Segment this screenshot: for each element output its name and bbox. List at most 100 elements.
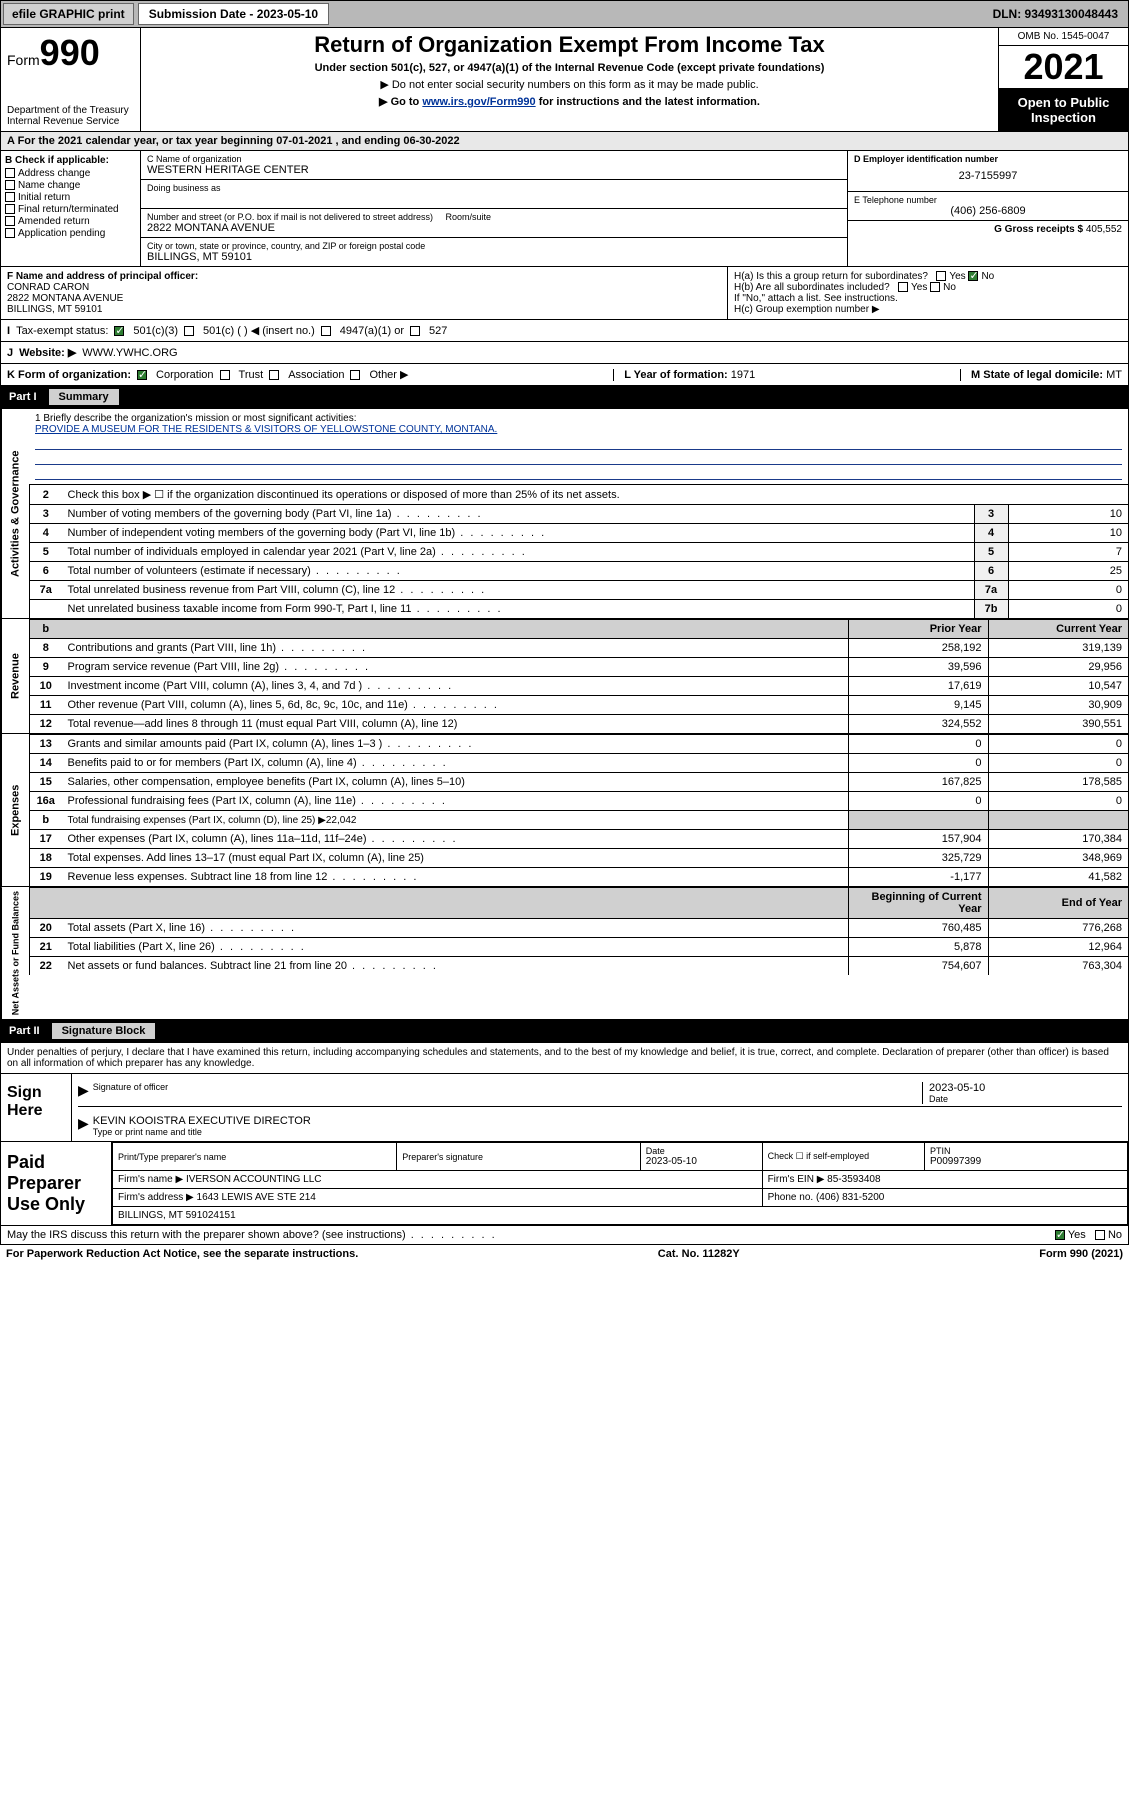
prep-self-employed: Check ☐ if self-employed bbox=[768, 1151, 919, 1162]
table-row: 19Revenue less expenses. Subtract line 1… bbox=[30, 868, 1129, 887]
h-b: H(b) Are all subordinates included? Yes … bbox=[734, 282, 1122, 293]
table-row: 11Other revenue (Part VIII, column (A), … bbox=[30, 696, 1129, 715]
k-label: K Form of organization: bbox=[7, 369, 131, 381]
j-value: WWW.YWHC.ORG bbox=[82, 347, 177, 359]
paid-preparer-block: Paid Preparer Use Only Print/Type prepar… bbox=[0, 1142, 1129, 1226]
d-ein-cell: D Employer identification number 23-7155… bbox=[848, 151, 1128, 192]
i-501c3-check[interactable] bbox=[114, 326, 124, 336]
k-o2: Trust bbox=[239, 369, 264, 381]
dept-label: Department of the Treasury bbox=[7, 105, 134, 116]
omb-number: OMB No. 1545-0047 bbox=[999, 28, 1128, 46]
table-row: 15Salaries, other compensation, employee… bbox=[30, 773, 1129, 792]
prep-date-label: Date bbox=[646, 1146, 757, 1156]
c-room-label: Room/suite bbox=[445, 212, 491, 222]
table-row: 18Total expenses. Add lines 13–17 (must … bbox=[30, 849, 1129, 868]
f-addr1: 2822 MONTANA AVENUE bbox=[7, 293, 721, 304]
b-opt-initial[interactable]: Initial return bbox=[5, 192, 136, 203]
f-addr2: BILLINGS, MT 59101 bbox=[7, 304, 721, 315]
d-label: D Employer identification number bbox=[854, 154, 1122, 164]
header-mid: Return of Organization Exempt From Incom… bbox=[141, 28, 998, 131]
table-row: 21Total liabilities (Part X, line 26)5,8… bbox=[30, 938, 1129, 957]
prep-ptin: P00997399 bbox=[930, 1156, 1122, 1167]
efile-print-button[interactable]: efile GRAPHIC print bbox=[3, 3, 134, 25]
rev-header-row: bPrior YearCurrent Year bbox=[30, 620, 1129, 639]
form-note-link: ▶ Go to www.irs.gov/Form990 for instruct… bbox=[149, 95, 990, 108]
table-row: 7aTotal unrelated business revenue from … bbox=[30, 581, 1129, 600]
table-row: Print/Type preparer's name Preparer's si… bbox=[113, 1143, 1128, 1171]
sig-date: 2023-05-10 bbox=[929, 1082, 1122, 1094]
dln-label: DLN: 93493130048443 bbox=[993, 7, 1126, 21]
paid-preparer-label: Paid Preparer Use Only bbox=[1, 1142, 111, 1225]
table-row: 9Program service revenue (Part VIII, lin… bbox=[30, 658, 1129, 677]
form-header: Form990 Department of the Treasury Inter… bbox=[0, 28, 1129, 132]
prep-ptin-label: PTIN bbox=[930, 1146, 1122, 1156]
form-number: Form990 bbox=[7, 32, 134, 74]
tax-year: 2021 bbox=[999, 46, 1128, 89]
net-table: Beginning of Current YearEnd of Year 20T… bbox=[29, 887, 1128, 975]
form-word: Form bbox=[7, 52, 40, 68]
irs-link[interactable]: www.irs.gov/Form990 bbox=[422, 96, 535, 108]
part1-title: Summary bbox=[49, 389, 119, 405]
vtab-expenses: Expenses bbox=[1, 734, 29, 886]
b-opt-name[interactable]: Name change bbox=[5, 180, 136, 191]
discuss-yes-check[interactable] bbox=[1055, 1230, 1065, 1240]
b-opt-address[interactable]: Address change bbox=[5, 168, 136, 179]
i-o1: 501(c)(3) bbox=[133, 325, 178, 337]
table-row: 12Total revenue—add lines 8 through 11 (… bbox=[30, 715, 1129, 734]
vtab-governance: Activities & Governance bbox=[1, 409, 29, 618]
table-row: BILLINGS, MT 591024151 bbox=[113, 1207, 1128, 1225]
note2-pre: ▶ Go to bbox=[379, 96, 422, 108]
c-city-value: BILLINGS, MT 59101 bbox=[147, 251, 841, 263]
form-subtitle: Under section 501(c), 527, or 4947(a)(1)… bbox=[149, 62, 990, 74]
prep-name-label: Print/Type preparer's name bbox=[118, 1152, 391, 1162]
table-row: Net unrelated business taxable income fr… bbox=[30, 600, 1129, 619]
header-left: Form990 Department of the Treasury Inter… bbox=[1, 28, 141, 131]
f-label: F Name and address of principal officer: bbox=[7, 271, 721, 282]
arrow-icon: ▶ bbox=[78, 1082, 89, 1104]
footer-paperwork: For Paperwork Reduction Act Notice, see … bbox=[0, 1245, 1129, 1263]
open-inspection: Open to Public Inspection bbox=[999, 89, 1128, 131]
i-o2: 501(c) ( ) ◀ (insert no.) bbox=[203, 324, 315, 337]
section-revenue: Revenue bPrior YearCurrent Year 8Contrib… bbox=[0, 619, 1129, 734]
c-dba-label: Doing business as bbox=[147, 183, 841, 193]
c-name-value: WESTERN HERITAGE CENTER bbox=[147, 164, 841, 176]
mission-block: 1 Briefly describe the organization's mi… bbox=[29, 409, 1128, 484]
net-header-row: Beginning of Current YearEnd of Year bbox=[30, 888, 1129, 919]
toolbar: efile GRAPHIC print Submission Date - 20… bbox=[0, 0, 1129, 28]
part2-bar: Part II Signature Block bbox=[0, 1020, 1129, 1043]
table-row: 3Number of voting members of the governi… bbox=[30, 505, 1129, 524]
part2-title: Signature Block bbox=[52, 1023, 156, 1039]
form-title: Return of Organization Exempt From Incom… bbox=[149, 32, 990, 58]
c-dba-cell: Doing business as bbox=[141, 180, 847, 209]
row-i-tax-status: I Tax-exempt status: 501(c)(3) 501(c) ( … bbox=[0, 320, 1129, 342]
h-a: H(a) Is this a group return for subordin… bbox=[734, 271, 1122, 282]
i-o4: 527 bbox=[429, 325, 447, 337]
gov-line2: Check this box ▶ ☐ if the organization d… bbox=[62, 485, 1129, 505]
exp-table: 13Grants and similar amounts paid (Part … bbox=[29, 734, 1128, 886]
b-opt-amended[interactable]: Amended return bbox=[5, 216, 136, 227]
preparer-table: Print/Type preparer's name Preparer's si… bbox=[112, 1142, 1128, 1225]
form-num: 990 bbox=[40, 32, 100, 73]
table-row: bTotal fundraising expenses (Part IX, co… bbox=[30, 811, 1129, 830]
table-row: 20Total assets (Part X, line 16)760,4857… bbox=[30, 919, 1129, 938]
e-value: (406) 256-6809 bbox=[854, 205, 1122, 217]
form-note-ssn: ▶ Do not enter social security numbers o… bbox=[149, 78, 990, 91]
b-opt-final[interactable]: Final return/terminated bbox=[5, 204, 136, 215]
prep-firm-name: Firm's name ▶ IVERSON ACCOUNTING LLC bbox=[113, 1171, 763, 1189]
k-o1: Corporation bbox=[156, 369, 213, 381]
b-heading: B Check if applicable: bbox=[5, 155, 136, 166]
d-value: 23-7155997 bbox=[854, 164, 1122, 188]
irs-label: Internal Revenue Service bbox=[7, 116, 134, 127]
section-expenses: Expenses 13Grants and similar amounts pa… bbox=[0, 734, 1129, 887]
part1-label: Part I bbox=[9, 391, 37, 403]
prep-firm-addr: Firm's address ▶ 1643 LEWIS AVE STE 214 bbox=[113, 1189, 763, 1207]
b-opt-pending[interactable]: Application pending bbox=[5, 228, 136, 239]
prep-sig-label: Preparer's signature bbox=[402, 1152, 635, 1162]
arrow-icon: ▶ bbox=[78, 1115, 89, 1137]
prep-firm-phone: Phone no. (406) 831-5200 bbox=[762, 1189, 1127, 1207]
l-value: 1971 bbox=[731, 369, 755, 381]
h-c: H(c) Group exemption number ▶ bbox=[734, 304, 1122, 315]
k-corp-check[interactable] bbox=[137, 370, 147, 380]
j-label: Website: ▶ bbox=[19, 346, 76, 359]
h-b2: If "No," attach a list. See instructions… bbox=[734, 293, 1122, 304]
